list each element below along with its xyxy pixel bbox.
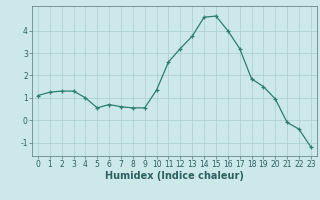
X-axis label: Humidex (Indice chaleur): Humidex (Indice chaleur) bbox=[105, 171, 244, 181]
